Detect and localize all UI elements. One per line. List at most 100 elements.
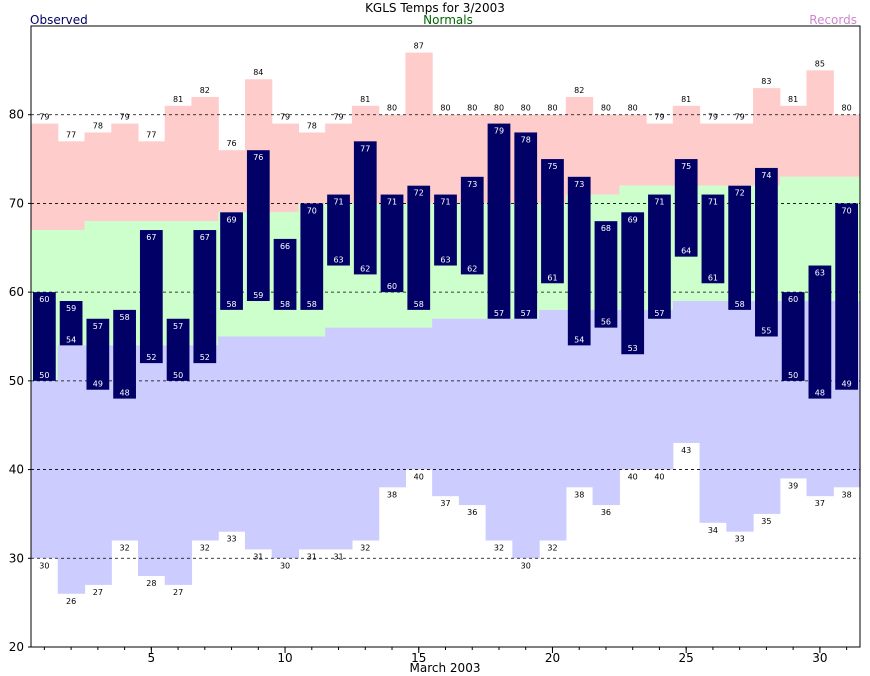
record-high-band bbox=[779, 105, 808, 177]
observed-low-label: 49 bbox=[842, 380, 852, 389]
record-low-label: 40 bbox=[654, 473, 664, 482]
record-high-label: 80 bbox=[494, 104, 504, 113]
observed-low-label: 50 bbox=[788, 371, 798, 380]
observed-low-label: 49 bbox=[93, 380, 103, 389]
observed-high-label: 59 bbox=[66, 304, 76, 313]
record-high-band bbox=[619, 114, 647, 186]
observed-bar bbox=[300, 203, 324, 310]
observed-high-label: 71 bbox=[387, 198, 397, 207]
record-low-label: 32 bbox=[200, 544, 210, 553]
record-high-label: 80 bbox=[547, 104, 557, 113]
record-high-band bbox=[31, 123, 59, 231]
record-low-label: 39 bbox=[788, 481, 798, 490]
record-high-label: 80 bbox=[842, 104, 852, 113]
observed-high-label: 67 bbox=[200, 233, 210, 242]
observed-bar bbox=[246, 150, 270, 302]
observed-low-label: 57 bbox=[521, 309, 531, 318]
record-high-band bbox=[271, 123, 300, 213]
record-high-label: 76 bbox=[226, 139, 236, 148]
record-low-label: 40 bbox=[414, 473, 424, 482]
observed-high-label: 71 bbox=[333, 198, 343, 207]
observed-bar bbox=[33, 292, 56, 381]
y-tick-label: 40 bbox=[9, 463, 24, 477]
record-high-band bbox=[726, 123, 754, 186]
y-tick-label: 60 bbox=[9, 285, 24, 299]
observed-low-label: 57 bbox=[654, 309, 664, 318]
observed-bar bbox=[701, 194, 725, 284]
record-low-label: 28 bbox=[146, 579, 156, 588]
observed-high-label: 72 bbox=[414, 189, 424, 198]
observed-low-label: 63 bbox=[333, 256, 343, 265]
record-low-label: 32 bbox=[547, 544, 557, 553]
record-high-label: 80 bbox=[440, 104, 450, 113]
record-low-band bbox=[699, 301, 727, 523]
record-low-label: 34 bbox=[708, 526, 718, 535]
record-high-band bbox=[164, 105, 193, 222]
record-low-label: 33 bbox=[226, 535, 236, 544]
observed-bar bbox=[487, 123, 511, 319]
record-low-band bbox=[298, 336, 326, 550]
record-low-label: 30 bbox=[39, 561, 49, 570]
plot-area: 6050595457495848675257506752695876596658… bbox=[9, 25, 861, 665]
record-high-label: 87 bbox=[414, 42, 424, 51]
observed-high-label: 60 bbox=[39, 295, 49, 304]
record-low-band bbox=[539, 309, 567, 541]
y-tick-label: 50 bbox=[9, 374, 24, 388]
observed-high-label: 58 bbox=[120, 313, 130, 322]
record-high-label: 79 bbox=[120, 113, 130, 122]
x-tick-label: 10 bbox=[277, 651, 292, 665]
observed-high-label: 60 bbox=[788, 295, 798, 304]
record-high-label: 80 bbox=[628, 104, 638, 113]
observed-bar bbox=[139, 230, 163, 364]
record-low-label: 33 bbox=[735, 535, 745, 544]
record-high-label: 79 bbox=[654, 113, 664, 122]
record-low-band bbox=[646, 309, 674, 470]
observed-bar bbox=[594, 221, 618, 328]
observed-bar bbox=[835, 203, 858, 390]
y-tick-label: 80 bbox=[9, 108, 24, 122]
y-tick-label: 20 bbox=[9, 640, 24, 654]
record-high-label: 79 bbox=[39, 113, 49, 122]
record-high-band bbox=[592, 114, 620, 195]
observed-low-label: 61 bbox=[547, 273, 557, 282]
record-high-label: 81 bbox=[360, 95, 370, 104]
observed-low-label: 56 bbox=[601, 318, 611, 327]
record-low-label: 31 bbox=[333, 552, 343, 561]
observed-low-label: 62 bbox=[360, 264, 370, 273]
observed-high-label: 75 bbox=[547, 162, 557, 171]
record-high-band bbox=[646, 123, 674, 186]
record-low-band bbox=[218, 336, 246, 532]
record-low-band bbox=[726, 301, 754, 532]
record-low-band bbox=[378, 327, 406, 488]
observed-low-label: 63 bbox=[440, 256, 450, 265]
record-low-band bbox=[432, 318, 460, 497]
observed-bar bbox=[327, 194, 350, 266]
observed-high-label: 67 bbox=[146, 233, 156, 242]
record-high-label: 77 bbox=[146, 130, 156, 139]
observed-high-label: 63 bbox=[815, 269, 825, 278]
record-high-band bbox=[833, 114, 861, 177]
normal-band bbox=[779, 176, 808, 302]
record-low-band bbox=[271, 336, 300, 559]
record-low-label: 26 bbox=[66, 597, 76, 606]
observed-bar bbox=[434, 194, 457, 266]
observed-high-label: 79 bbox=[494, 127, 504, 136]
record-high-band bbox=[298, 132, 326, 204]
record-high-band bbox=[57, 141, 86, 231]
observed-high-label: 69 bbox=[226, 215, 236, 224]
record-high-label: 81 bbox=[788, 95, 798, 104]
observed-high-label: 73 bbox=[574, 180, 584, 189]
record-low-label: 37 bbox=[815, 499, 825, 508]
record-high-band bbox=[218, 150, 246, 213]
observed-bar bbox=[59, 301, 83, 346]
record-low-label: 40 bbox=[628, 473, 638, 482]
observed-low-label: 61 bbox=[708, 273, 718, 282]
legend-normals: Normals bbox=[423, 13, 473, 27]
observed-bar bbox=[113, 309, 136, 399]
record-high-band bbox=[405, 52, 433, 204]
record-high-label: 80 bbox=[467, 104, 477, 113]
observed-bar bbox=[514, 132, 538, 319]
record-high-band bbox=[111, 123, 139, 222]
record-high-label: 82 bbox=[574, 86, 584, 95]
record-high-label: 79 bbox=[735, 113, 745, 122]
